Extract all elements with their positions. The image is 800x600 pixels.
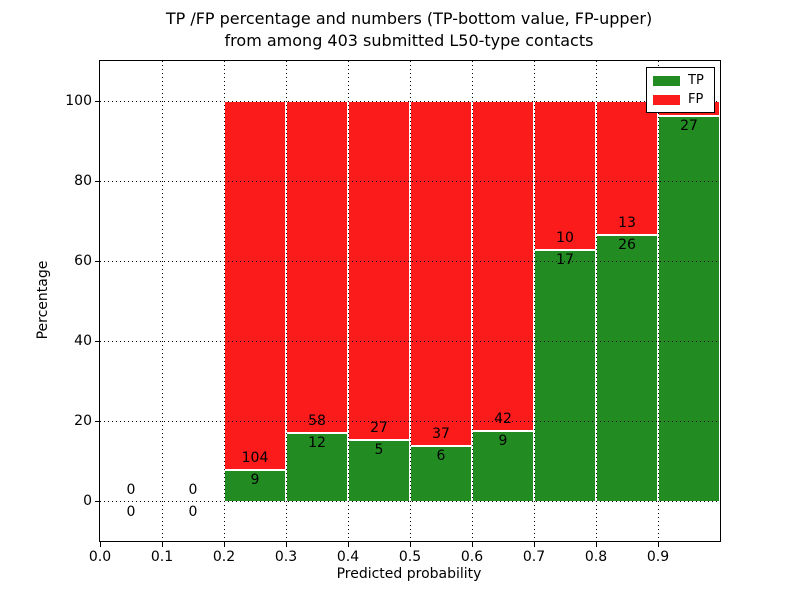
bar-segment-fp-0.3 [286,101,348,433]
bar-segment-fp-0.6 [472,101,534,431]
y-axis-tick-label: 40 [74,333,92,349]
legend: TP FP [646,67,715,113]
fp-count-label: 104 [241,450,269,467]
y-axis-tick-20 [95,421,100,422]
gridline-x-0.3 [286,61,287,541]
tp-count-label: 6 [436,448,446,465]
y-axis-tick-40 [95,341,100,342]
y-axis-tick-100 [95,101,100,102]
chart-title-line2: from among 403 submitted L50-type contac… [224,31,594,50]
tp-count-label: 12 [308,435,326,452]
x-axis-tick-0.2 [224,542,225,547]
x-axis-tick-label: 0.5 [398,549,422,565]
legend-entry-tp: TP [647,74,714,87]
tp-count-label: 0 [188,504,198,520]
bar-segment-fp-0.5 [410,101,472,446]
x-axis-tick-label: 0.2 [212,549,236,565]
bar-segment-tp-0.2 [224,469,286,501]
bar-segment-fp-0.2 [224,101,286,470]
fp-count-label: 0 [126,482,136,498]
y-axis-tick-label: 0 [83,493,92,509]
fp-count-label: 58 [308,413,326,430]
x-axis-tick-0.3 [286,542,287,547]
tp-count-label: 9 [250,472,260,489]
x-axis-tick-0.1 [162,542,163,547]
bar-segment-tp-0.7 [534,249,596,501]
x-axis-tick-0.8 [596,542,597,547]
bar-segment-tp-0.3 [286,432,348,501]
y-axis-tick-label: 60 [74,253,92,269]
legend-entry-fp: FP [647,93,714,106]
x-axis-tick-label: 0.7 [522,549,546,565]
y-axis-tick-label: 80 [74,173,92,189]
gridline-x-0.2 [224,61,225,541]
x-axis-tick-label: 0.6 [460,549,484,565]
x-axis-tick-0.9 [658,542,659,547]
bar-segment-tp-0.9 [658,115,720,501]
fp-count-label: 10 [556,230,574,247]
y-axis-tick-label: 20 [74,413,92,429]
chart-title: TP /FP percentage and numbers (TP-bottom… [9,8,800,52]
x-axis-tick-label: 0.4 [336,549,360,565]
x-axis-tick-label: 0.3 [274,549,298,565]
plot-area: 0 0 0 0 104 9 58 12 27 5 37 6 42 9 10 17 13 26 27 0 20 40 60 80… [65,60,721,565]
tp-count-label: 0 [126,504,136,520]
legend-swatch-fp [653,94,680,105]
y-axis-tick-60 [95,261,100,262]
gridline-x-0.1 [162,61,163,541]
bar-segment-tp-0.5 [410,445,472,501]
bar-segment-fp-0.8 [596,101,658,235]
gridline-x-0.4 [348,61,349,541]
tp-count-label: 26 [618,237,636,254]
x-axis-tick-label: 0.9 [646,549,670,565]
fp-count-label: 42 [494,411,512,428]
x-axis-tick-label: 0.8 [584,549,608,565]
gridline-x-0.8 [596,61,597,541]
x-axis-tick-0.6 [472,542,473,547]
tp-count-label: 17 [556,252,574,269]
bar-segment-tp-0.8 [596,234,658,501]
chart-title-line1: TP /FP percentage and numbers (TP-bottom… [165,9,653,28]
gridline-x-0.5 [410,61,411,541]
legend-label: FP [688,92,704,107]
gridline-x-0.9 [658,61,659,541]
x-axis-tick-0.7 [534,542,535,547]
tp-count-label: 27 [680,118,698,135]
y-axis-tick-label: 100 [65,93,92,109]
x-axis-tick-label: 0.0 [88,549,112,565]
fp-count-label: 37 [432,426,450,443]
fp-count-label: 27 [370,419,388,436]
fp-count-label: 0 [188,482,198,498]
y-axis-label: Percentage [35,260,51,340]
bar-segment-fp-0.4 [348,101,410,439]
gridline-x-0.6 [472,61,473,541]
x-axis-tick-label: 0.1 [150,549,174,565]
y-axis-tick-0 [95,501,100,502]
tp-count-label: 5 [374,441,384,458]
x-axis-tick-0.0 [100,542,101,547]
gridline-x-0.7 [534,61,535,541]
x-axis-label: Predicted probability [336,566,482,582]
fp-count-label: 13 [618,215,636,232]
bar-segment-tp-0.6 [472,430,534,501]
legend-label: TP [688,73,704,88]
legend-swatch-tp [653,75,680,86]
bar-segment-tp-0.4 [348,438,410,501]
x-axis-tick-0.5 [410,542,411,547]
bar-segment-fp-0.7 [534,101,596,250]
tp-count-label: 9 [498,433,508,450]
x-axis-tick-0.4 [348,542,349,547]
y-axis-tick-80 [95,181,100,182]
